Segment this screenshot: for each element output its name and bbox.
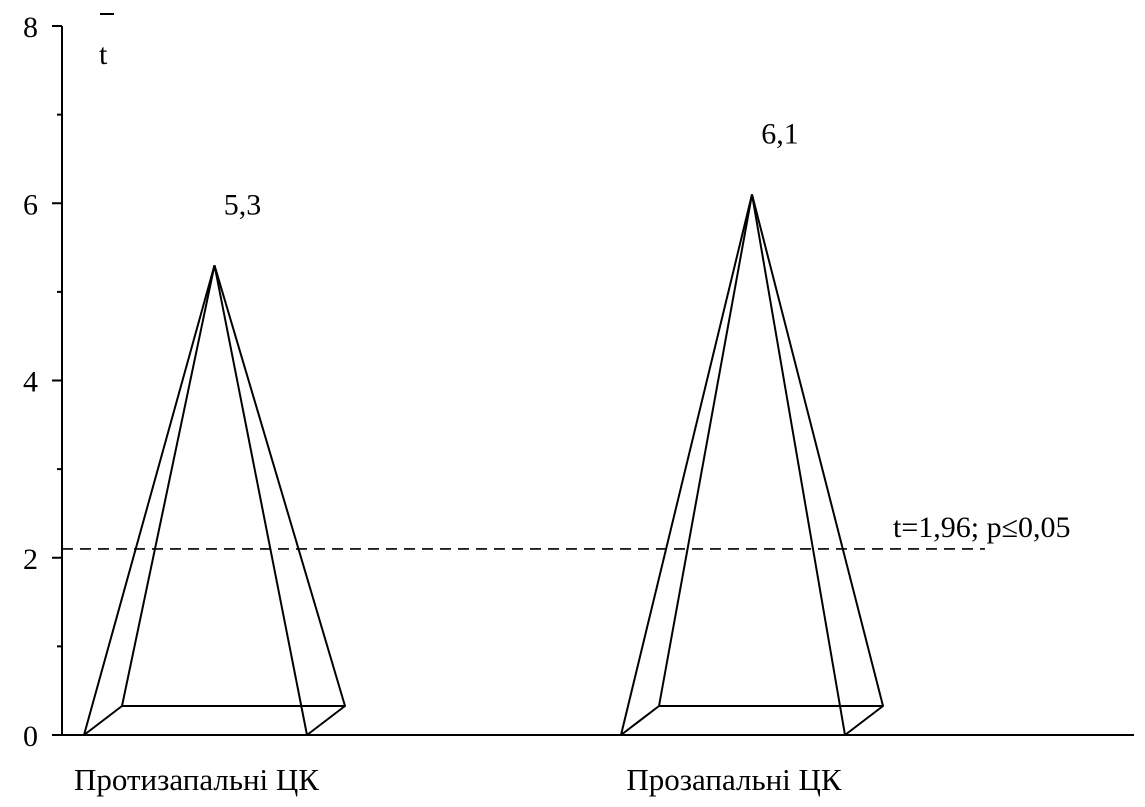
pyramid-bars: 5,3 Протизапальні ЦК 6,1 Прозапальні ЦК (74, 117, 884, 797)
pyramid-bar: 6,1 Прозапальні ЦК (620, 117, 884, 797)
category-label: Прозапальні ЦК (626, 762, 842, 797)
pyramid-edge (213, 265, 346, 707)
value-label: 6,1 (761, 117, 799, 150)
reference-line-group: t=1,96; p≤0,05 (62, 511, 1071, 550)
pyramid-edge (213, 265, 308, 736)
pyramid-edge (751, 194, 884, 707)
pyramid-edge (620, 194, 753, 736)
pyramid-edge (658, 194, 753, 707)
pyramid-base (659, 705, 884, 736)
pyramid-edge (83, 265, 216, 736)
pyramid-base (122, 705, 346, 736)
y-tick-label: 6 (23, 188, 38, 221)
y-tick-label: 4 (23, 366, 38, 399)
pyramid-base-edge (620, 705, 660, 736)
category-label: Протизапальні ЦК (74, 762, 319, 797)
value-label: 5,3 (224, 188, 262, 221)
reference-line-label: t=1,96; p≤0,05 (893, 511, 1071, 544)
y-tick-label: 2 (23, 543, 38, 576)
y-ticks: 0 2 4 6 8 (23, 11, 62, 753)
pyramid-base-edge (83, 705, 123, 736)
y-tick-label: 8 (23, 11, 38, 44)
pyramid-edge (751, 194, 846, 736)
y-tick-label: 0 (23, 720, 38, 753)
pyramid-edge (121, 265, 216, 707)
y-axis-label: t (99, 38, 108, 71)
pyramid-bar: 5,3 Протизапальні ЦК (74, 188, 346, 797)
